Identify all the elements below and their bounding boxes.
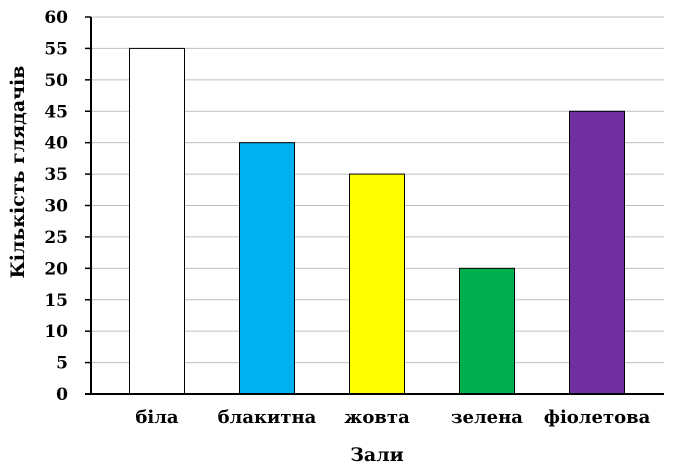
bars	[129, 47, 625, 395]
bar-4	[569, 110, 625, 395]
y-tick-label: 0	[56, 385, 68, 405]
y-tick-label: 15	[44, 291, 68, 311]
x-tick-label: блакитна	[218, 407, 317, 428]
bar-0	[129, 47, 185, 395]
bar-2	[349, 173, 405, 395]
bar-1	[239, 142, 295, 395]
x-tick-label: фіолетова	[544, 407, 651, 428]
y-tick-label: 25	[44, 228, 68, 248]
x-tick-label: зелена	[451, 407, 523, 428]
y-tick-label: 45	[44, 102, 68, 122]
x-axis-title: Зали	[350, 444, 404, 466]
y-tick-label: 60	[44, 8, 68, 28]
y-tick-label: 5	[56, 354, 68, 374]
y-tick-labels: 0 5 10 15 20 25 30 35 40 45 50 55 60	[44, 8, 68, 405]
y-tick-label: 10	[44, 322, 68, 342]
x-tick-labels: біла блакитна жовта зелена фіолетова	[135, 407, 650, 428]
y-tick-label: 35	[44, 165, 68, 185]
y-tick-label: 40	[44, 134, 68, 154]
axes	[85, 17, 664, 395]
bar-3	[459, 267, 515, 395]
y-axis-title: Кількість глядачів	[7, 66, 29, 279]
y-tick-label: 30	[44, 197, 68, 217]
y-tick-label: 50	[44, 71, 68, 91]
y-tick-label: 55	[44, 39, 68, 59]
y-tick-label: 20	[44, 259, 68, 279]
x-tick-label: біла	[135, 407, 179, 428]
x-tick-label: жовта	[344, 407, 410, 428]
